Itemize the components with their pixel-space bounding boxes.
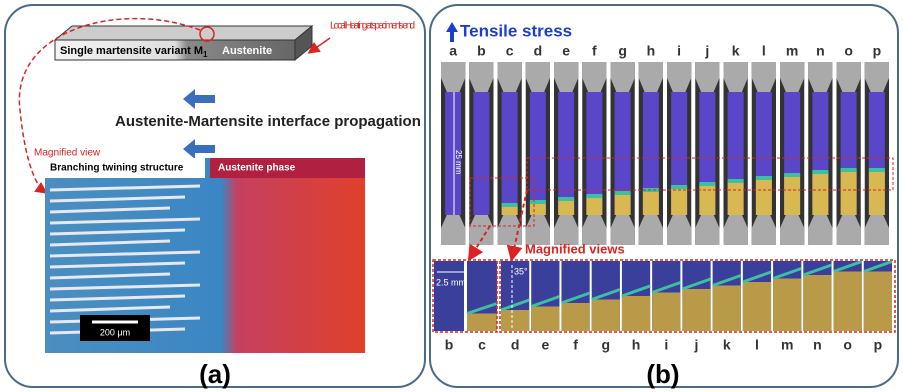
- front: [841, 168, 857, 172]
- stress-arrow: [446, 22, 458, 42]
- transformed: [728, 181, 744, 215]
- mag-transformed: [864, 272, 892, 332]
- transformed: [699, 184, 715, 215]
- mag-letter: b: [445, 337, 454, 353]
- transformed: [643, 190, 659, 215]
- mag-transformed: [713, 286, 741, 332]
- strip-letter: p: [873, 43, 882, 59]
- small-length: 2.5 mm: [436, 277, 466, 287]
- strip-letter: e: [562, 43, 570, 59]
- mag-transformed: [622, 296, 650, 331]
- austenite-label: Austenite: [222, 45, 272, 57]
- strip-letter: k: [732, 43, 740, 59]
- mag-transformed: [743, 282, 771, 331]
- strip-letter: m: [786, 43, 798, 59]
- mag-letter: k: [723, 337, 731, 353]
- magnified-label: Magnified views: [525, 241, 625, 256]
- front: [530, 200, 546, 204]
- mag-letter: n: [813, 337, 822, 353]
- front: [869, 168, 885, 172]
- angle-label: 35°: [514, 266, 528, 276]
- mag-transformed: [834, 272, 862, 332]
- mag-letter: c: [478, 337, 486, 353]
- bar-top: [55, 26, 312, 40]
- mag-letter: l: [755, 337, 759, 353]
- strip-letter: h: [647, 43, 656, 59]
- front: [699, 182, 715, 186]
- strip-letter: a: [449, 43, 457, 59]
- mag-transformed: [501, 310, 529, 331]
- length-label: 25 mm: [454, 150, 463, 175]
- mag-letter: o: [843, 337, 852, 353]
- transformed: [671, 187, 687, 215]
- transformed: [812, 172, 828, 215]
- mag-transformed: [682, 289, 710, 331]
- mag-letter: i: [664, 337, 668, 353]
- strip-letter: n: [816, 43, 825, 59]
- mag-letter: d: [511, 337, 520, 353]
- arrow-left: [183, 139, 215, 159]
- mag-transformed: [803, 275, 831, 331]
- propagation-label: Austenite-Martensite interface propagati…: [115, 113, 421, 130]
- strip-letter: l: [762, 43, 766, 59]
- micro-left-label: Branching twining structure: [50, 163, 184, 174]
- gauge: [502, 92, 518, 215]
- transformed: [615, 193, 631, 215]
- transformed: [756, 178, 772, 215]
- transformed: [841, 170, 857, 215]
- mag-transformed: [561, 303, 589, 331]
- mag-letter: f: [573, 337, 578, 353]
- stress-label: Tensile stress: [460, 21, 572, 40]
- mag-letter: g: [602, 337, 611, 353]
- strip-letter: j: [704, 43, 709, 59]
- gauge: [473, 92, 489, 215]
- caption: (b): [646, 359, 679, 389]
- mag-transformed: [652, 293, 680, 332]
- mag-letter: e: [541, 337, 549, 353]
- mag-letter: h: [632, 337, 641, 353]
- mag-transformed: [467, 314, 497, 332]
- gauge: [558, 92, 574, 215]
- strip-letter: f: [592, 43, 597, 59]
- front: [586, 194, 602, 198]
- transformed: [784, 175, 800, 215]
- strip-letter: c: [506, 43, 514, 59]
- scale-label: 200 μm: [100, 327, 130, 337]
- front: [756, 176, 772, 180]
- mag-letter: p: [874, 337, 883, 353]
- heating-note: Local Heating at specimen's end: [330, 21, 415, 32]
- arrow-left: [183, 89, 215, 109]
- mag-transformed: [531, 307, 559, 332]
- strip-letter: g: [618, 43, 627, 59]
- figure: Single martensite variant M1 Austenite L…: [0, 0, 903, 392]
- transformed: [869, 170, 885, 215]
- strip-letter: i: [677, 43, 681, 59]
- front: [812, 170, 828, 174]
- arrow: [310, 38, 330, 52]
- micro-right-label: Austenite phase: [218, 163, 296, 174]
- front: [728, 179, 744, 183]
- front: [784, 173, 800, 177]
- front: [502, 203, 518, 207]
- strip-letter: d: [534, 43, 543, 59]
- front: [558, 197, 574, 201]
- transformed: [586, 196, 602, 215]
- transformed: [558, 199, 574, 215]
- front: [615, 191, 631, 195]
- mag-transformed: [773, 279, 801, 332]
- mag-transformed: [592, 300, 620, 332]
- gauge: [530, 92, 546, 215]
- caption: (a): [199, 359, 231, 389]
- mag-letter: m: [781, 337, 793, 353]
- front: [671, 185, 687, 189]
- strip-letter: b: [477, 43, 486, 59]
- mag-letter: j: [694, 337, 699, 353]
- strip-letter: o: [844, 43, 853, 59]
- magnified-label: Magnified view: [34, 148, 101, 159]
